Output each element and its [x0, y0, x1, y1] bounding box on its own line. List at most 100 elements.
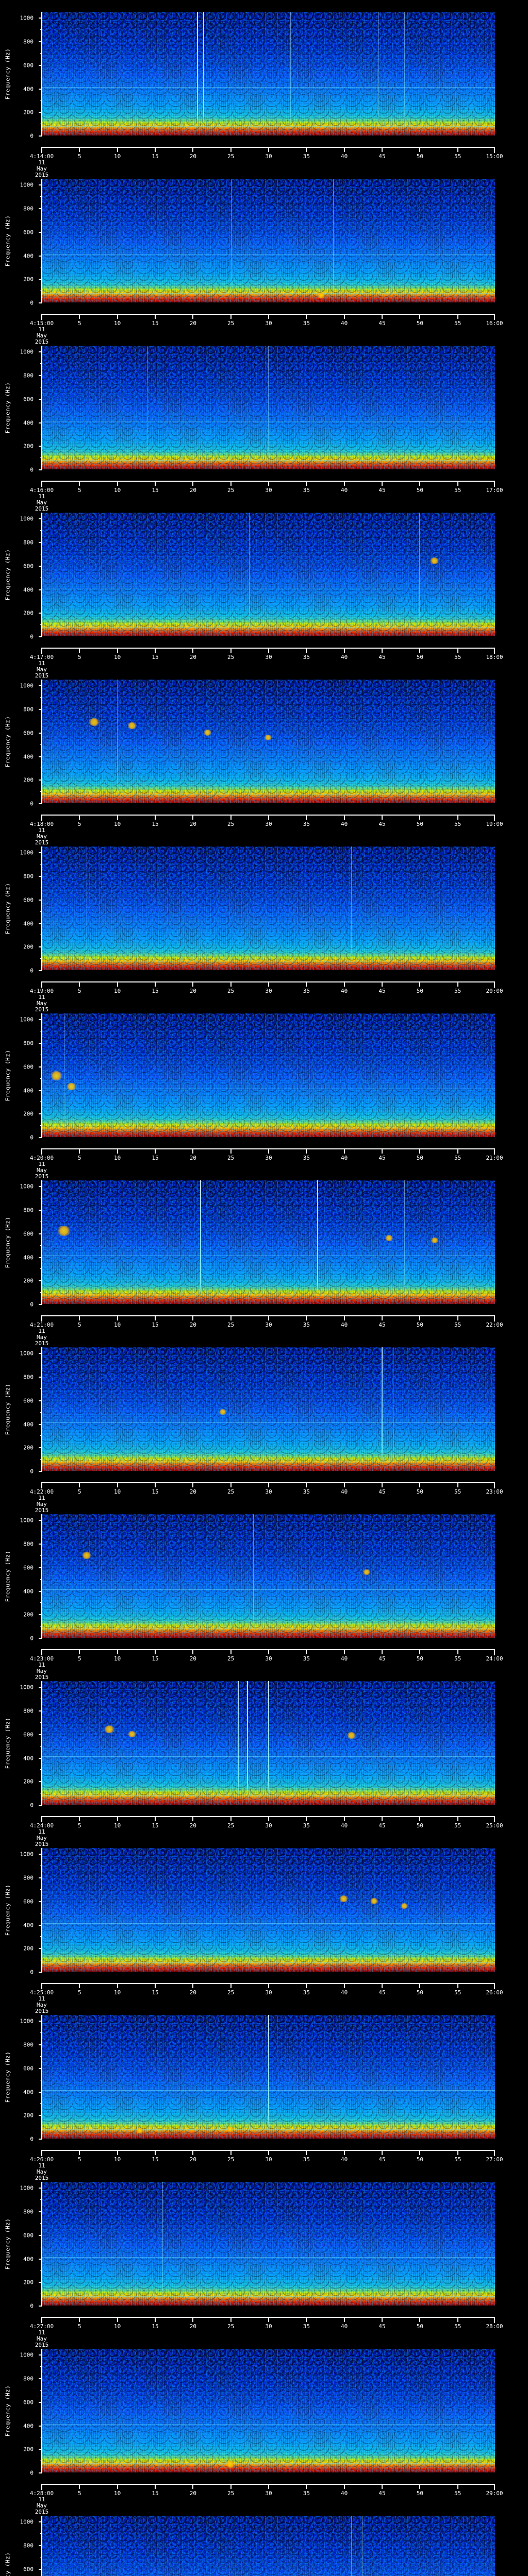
x-axis-tick-label: 4:28:00	[29, 2490, 54, 2497]
x-axis-tick-label: 20	[189, 320, 196, 327]
x-axis-tick	[79, 1316, 80, 1320]
y-axis-tick-label: 600	[23, 2566, 34, 2573]
x-axis-tick	[117, 816, 118, 820]
x-axis-tick	[117, 1483, 118, 1487]
y-axis-minor-tick	[40, 135, 42, 136]
x-axis-tick-label: 45	[378, 2490, 386, 2497]
x-axis-tick-label: 15	[152, 1655, 159, 1662]
spectrogram-panel: 1000 800 600 400 200 0 Frequency (Hz) 4:18:00 5 1…	[0, 668, 528, 846]
y-axis-tick: 0	[30, 2470, 42, 2476]
x-axis-start-tick	[41, 2151, 42, 2156]
x-axis-tick	[343, 1817, 345, 1821]
x-axis-tick-label: 50	[416, 320, 423, 327]
x-axis-tick-label: 45	[378, 153, 386, 160]
x-axis-start-tick	[41, 2318, 42, 2323]
x-axis-tick	[79, 2318, 80, 2322]
x-axis-tick-label: 15	[152, 821, 159, 827]
y-axis-title: Frequency (Hz)	[4, 513, 11, 636]
x-axis-tick-label: 30	[265, 1488, 272, 1495]
x-axis-start-tick	[41, 816, 42, 821]
x-axis-tick-label: 45	[378, 654, 386, 660]
x-axis-end-tick	[494, 1984, 495, 1989]
y-axis-title: Frequency (Hz)	[4, 2015, 11, 2139]
x-axis-tick-label: 5	[78, 1989, 81, 1996]
x-axis-date-label: 11 May 2015	[35, 827, 49, 846]
x-axis-tick	[155, 816, 156, 820]
y-axis-tick-label: 1000	[20, 348, 34, 355]
x-axis-tick-label: 28:00	[486, 2323, 503, 2330]
x-axis-tick-label: 55	[454, 2490, 461, 2497]
spectrogram-panel: 1000 800 600 400 200 0 Frequency (Hz) 4:14:00 5 1…	[0, 0, 528, 178]
tonal-line	[41, 126, 495, 127]
y-axis-tick-label: 200	[23, 1277, 34, 1284]
x-axis-start-tick	[41, 482, 42, 487]
x-axis-tick-label: 35	[303, 2323, 310, 2330]
y-axis-tick: 0	[30, 1135, 42, 1141]
x-axis-tick-label: 4:19:00	[29, 988, 54, 994]
x-axis-tick	[457, 1483, 458, 1487]
high-frequency-dropout-layer	[41, 2516, 495, 2576]
x-axis-tick	[306, 1316, 307, 1320]
x-axis-date-label: 11 May 2015	[35, 1996, 49, 2014]
high-frequency-dropout-layer	[41, 346, 495, 408]
x-axis-tick-label: 50	[416, 988, 423, 994]
energy-blob	[226, 2126, 234, 2132]
x-axis-tick	[419, 1316, 421, 1320]
x-axis-tick	[230, 982, 232, 987]
x-axis-tick-label: 50	[416, 821, 423, 827]
x-axis-tick	[155, 649, 156, 653]
x-axis-tick-label: 40	[341, 153, 348, 160]
y-axis-title: Frequency (Hz)	[4, 1013, 11, 1137]
x-axis-tick-label: 55	[454, 2323, 461, 2330]
spectrogram-panel: 1000 800 600 400 200 0 Frequency (Hz) 4:19:00 5 1…	[0, 835, 528, 1013]
y-axis-tick-label: 200	[23, 1611, 34, 1618]
x-axis-tick-label: 20	[189, 1822, 196, 1829]
transient-streak	[203, 12, 204, 128]
energy-blob	[203, 729, 212, 736]
x-axis-tick-label: 10	[114, 988, 121, 994]
x-axis-tick-label: 4:14:00	[29, 153, 54, 160]
date-line: 11	[38, 1662, 45, 1668]
y-axis-tick-label: 600	[23, 1063, 34, 1071]
x-axis-date-label: 11 May 2015	[35, 2497, 49, 2515]
x-axis-tick	[79, 1984, 80, 1988]
x-axis-end-tick	[494, 649, 495, 654]
tonal-line	[41, 254, 495, 255]
x-axis-tick-label: 30	[265, 2490, 272, 2497]
y-axis-tick: 0	[30, 2137, 42, 2142]
x-axis-tick-label: 4:27:00	[29, 2323, 54, 2330]
y-axis-tick-label: 600	[23, 896, 34, 904]
spectrogram-image	[41, 1347, 495, 1471]
date-line: 2015	[35, 2342, 49, 2348]
x-axis-tick	[343, 148, 345, 152]
x-axis-tick	[457, 1149, 458, 1154]
x-axis-tick	[79, 1650, 80, 1654]
x-axis-date-label: 11 May 2015	[35, 2330, 49, 2348]
y-axis-title: Frequency (Hz)	[4, 680, 11, 803]
date-line: 11	[38, 493, 45, 500]
y-axis-tick-label: 600	[23, 730, 34, 737]
x-axis-tick-label: 5	[78, 2490, 81, 2497]
x-axis-tick-label: 10	[114, 1321, 121, 1328]
x-axis: 4:24:00 5 10 15 20 25 30 35 40 45 50 55 25:00 11 May 20…	[30, 1816, 503, 1848]
x-axis-tick	[230, 649, 232, 653]
energy-blob	[369, 1897, 379, 1904]
transient-streak	[382, 1347, 383, 1464]
x-axis-tick-label: 20	[189, 1989, 196, 1996]
x-axis-tick	[419, 482, 421, 486]
x-axis-tick	[117, 482, 118, 486]
x-axis-tick	[382, 2151, 383, 2155]
y-axis-tick-label: 800	[23, 1540, 34, 1548]
x-axis-tick-label: 55	[454, 1155, 461, 1161]
date-line: 2015	[35, 338, 49, 345]
x-axis-tick-label: 18:00	[486, 654, 503, 660]
x-axis-tick	[79, 148, 80, 152]
y-axis-tick: 0	[30, 801, 42, 807]
transient-streak	[249, 513, 250, 629]
x-axis-end-tick	[494, 816, 495, 821]
x-axis-tick	[268, 1817, 269, 1821]
x-axis-tick	[268, 315, 269, 319]
y-axis-title-text: Frequency (Hz)	[4, 1049, 11, 1101]
x-axis-tick-label: 20	[189, 1655, 196, 1662]
high-frequency-dropout-layer	[41, 846, 495, 908]
